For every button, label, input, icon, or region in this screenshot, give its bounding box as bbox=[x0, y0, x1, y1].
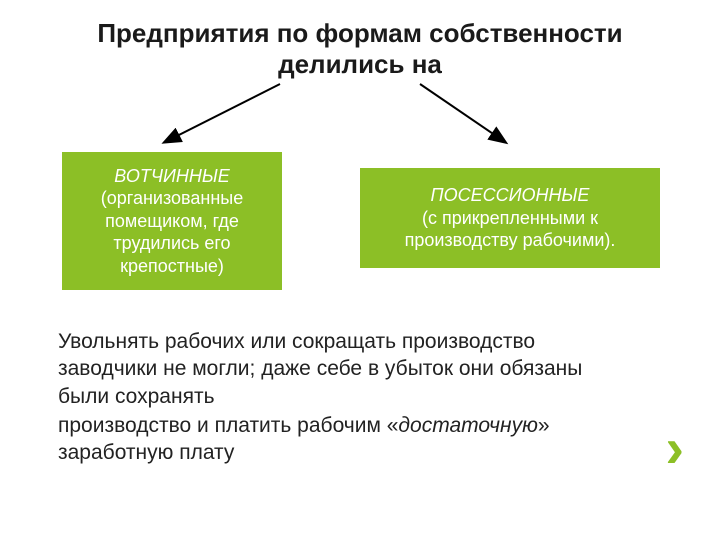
box-votchinnye-desc: (организованные помещиком, где трудились… bbox=[70, 187, 274, 277]
arrow-left bbox=[165, 84, 280, 142]
box-posessionnye-title: ПОСЕССИОННЫЕ bbox=[431, 184, 590, 207]
p2-before: производство и платить рабочим bbox=[58, 414, 387, 437]
p2-emph: достаточную bbox=[398, 414, 537, 437]
box-posessionnye: ПОСЕССИОННЫЕ (с прикрепленными к произво… bbox=[360, 168, 660, 268]
box-votchinnye: ВОТЧИННЫЕ (организованные помещиком, где… bbox=[62, 152, 282, 290]
paragraph-1: Увольнять рабочих или сокращать производ… bbox=[58, 328, 618, 410]
box-votchinnye-title: ВОТЧИННЫЕ bbox=[114, 165, 230, 188]
p2-open-quote: « bbox=[387, 414, 399, 437]
title-line-1: Предприятия по формам собственности bbox=[0, 18, 720, 49]
arrow-right bbox=[420, 84, 505, 142]
paragraph-1-text: Увольнять рабочих или сокращать производ… bbox=[58, 330, 582, 408]
chevron-glyph: › bbox=[665, 416, 684, 479]
branch-arrows bbox=[0, 80, 720, 160]
p2-close-quote: » bbox=[538, 414, 550, 437]
chevron-icon: › bbox=[665, 415, 684, 480]
p2-after: заработную плату bbox=[58, 441, 234, 464]
paragraph-2: производство и платить рабочим «достаточ… bbox=[58, 412, 618, 467]
page-title: Предприятия по формам собственности дели… bbox=[0, 18, 720, 80]
box-posessionnye-desc: (с прикрепленными к производству рабочим… bbox=[368, 207, 652, 252]
title-line-2: делились на bbox=[0, 49, 720, 80]
